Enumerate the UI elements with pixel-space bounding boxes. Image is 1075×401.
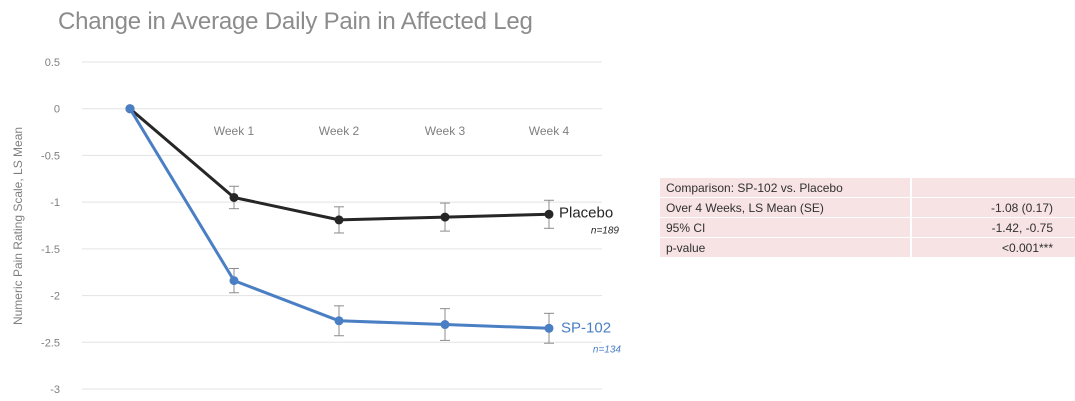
data-point	[440, 320, 450, 330]
data-point	[229, 276, 239, 286]
table-cell-label: p-value	[660, 238, 912, 258]
table-cell-label: Over 4 Weeks, LS Mean (SE)	[660, 198, 912, 218]
chart-title: Change in Average Daily Pain in Affected…	[58, 8, 533, 35]
table-cell-label: Comparison: SP-102 vs. Placebo	[660, 178, 912, 198]
y-axis-label: Numeric Pain Rating Scale, LS Mean	[11, 127, 25, 325]
data-point	[125, 104, 135, 114]
y-tick-label: -1.5	[41, 244, 60, 256]
data-point	[544, 209, 554, 219]
table-cell-label: 95% CI	[660, 218, 912, 238]
data-point	[334, 215, 344, 225]
series-sp-102: SP-102 n=134	[125, 104, 622, 355]
y-tick-label: 0.5	[45, 57, 60, 69]
x-tick-label: Week 4	[529, 124, 570, 138]
y-tick-label: -3	[50, 384, 60, 396]
x-tick-label: Week 2	[319, 124, 360, 138]
data-point	[229, 192, 239, 202]
table-cell-value: -1.08 (0.17)	[911, 198, 1075, 218]
table-row: p-value <0.001***	[660, 238, 1075, 258]
table-row: 95% CI -1.42, -0.75	[660, 218, 1075, 238]
series-label: Placebo	[559, 204, 613, 221]
table-cell-value: -1.42, -0.75	[911, 218, 1075, 238]
x-tick-label: Week 3	[425, 124, 466, 138]
y-tick-label: -2	[50, 291, 60, 303]
x-axis-ticks: Week 1 Week 2 Week 3 Week 4	[214, 124, 570, 138]
series-n-label: n=134	[593, 344, 622, 355]
y-tick-label: -0.5	[41, 150, 60, 162]
y-tick-label: -2.5	[41, 337, 60, 349]
series-group: Placebo n=189 SP-102 n=134	[125, 104, 622, 355]
table-cell-value	[911, 178, 1075, 198]
data-point	[440, 212, 450, 222]
x-tick-label: Week 1	[214, 124, 255, 138]
series-label: SP-102	[561, 319, 611, 336]
data-point	[544, 323, 554, 333]
data-point	[334, 316, 344, 326]
comparison-table: Comparison: SP-102 vs. Placebo Over 4 We…	[660, 178, 1075, 258]
gridlines	[82, 61, 602, 390]
y-tick-label: 0	[54, 104, 60, 116]
line-chart: 0.50-0.5-1-1.5-2-2.5-3 Week 1 Week 2 Week …	[11, 57, 622, 396]
y-axis-ticks: 0.5 0 -0.5 -1 -1.5 -2 -2.5 -3	[41, 57, 60, 396]
table-row: Comparison: SP-102 vs. Placebo	[660, 178, 1075, 198]
table-row: Over 4 Weeks, LS Mean (SE) -1.08 (0.17)	[660, 198, 1075, 218]
y-tick-label: -1	[50, 197, 60, 209]
table-cell-value: <0.001***	[911, 238, 1075, 258]
series-n-label: n=189	[591, 225, 620, 236]
